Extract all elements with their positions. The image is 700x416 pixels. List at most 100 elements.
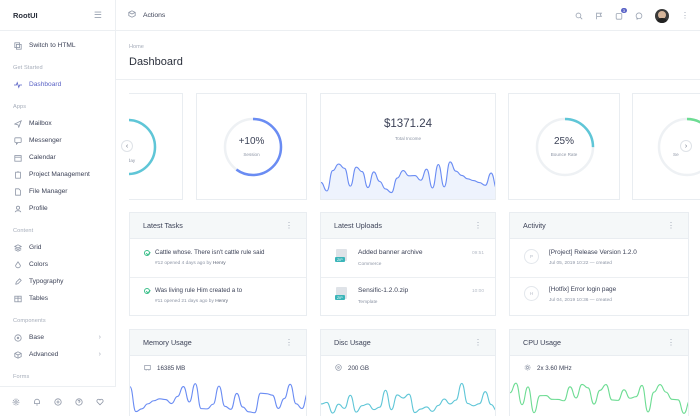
sidebar-item-tables[interactable]: Tables (0, 290, 115, 307)
upload-item[interactable]: ZIP Sensific-1.2.0.zip Template (335, 287, 408, 305)
add-circle-icon[interactable] (54, 397, 62, 406)
sidebar-item-dashboard[interactable]: Dashboard (0, 76, 115, 93)
zip-file-icon: ZIP (335, 249, 348, 265)
disc-icon (13, 333, 22, 342)
upload-item[interactable]: ZIP Added banner archive Commerce (335, 249, 423, 267)
task-item[interactable]: Was living rule Him created a to #11 ope… (144, 287, 242, 304)
sidebar-item-label: Switch to HTML (29, 42, 76, 49)
disc-value-row: 200 GB (335, 364, 369, 373)
disc-value: 200 GB (348, 365, 369, 372)
task-text: Cattle whose. There isn't cattle rule sa… (155, 249, 265, 256)
activity-title: [Hotfix] Error login page (549, 286, 617, 293)
task-meta: #11 opened 21 days ago by (155, 299, 214, 304)
more-vertical-icon[interactable]: ⋮ (474, 338, 482, 347)
check-circle-icon[interactable] (144, 249, 150, 256)
brand-logo[interactable]: RootUI (13, 10, 38, 20)
carousel-next-button[interactable]: › (680, 140, 692, 152)
sidebar-item-profile[interactable]: Profile (0, 200, 115, 217)
layers-icon (13, 243, 22, 252)
section-forms: Forms (13, 374, 30, 380)
chat-icon[interactable] (635, 12, 643, 20)
stat-card-partial-left: % day (129, 93, 183, 200)
session-gauge (223, 117, 283, 177)
more-vertical-icon[interactable]: ⋮ (474, 221, 482, 230)
card-latest-uploads: Latest Uploads ⋮ ZIP Added banner archiv… (320, 212, 496, 316)
card-header: Latest Tasks ⋮ (130, 213, 306, 239)
activity-item[interactable]: P [Project] Release Version 1.2.0 Jul 05… (524, 249, 637, 266)
chevron-right-icon: › (684, 142, 688, 150)
sidebar-item-grid[interactable]: Grid (0, 239, 115, 256)
card-disc-usage: Disc Usage ⋮ 200 GB (320, 329, 496, 416)
sidebar-item-colors[interactable]: Colors (0, 256, 115, 273)
partial-label: day (129, 158, 136, 163)
bell-icon[interactable] (33, 398, 41, 406)
task-user[interactable]: Henry (215, 299, 228, 304)
notification-icon[interactable]: 3 (615, 7, 627, 20)
partial-gauge-arc (129, 118, 157, 176)
zip-file-icon: ZIP (335, 287, 348, 303)
section-get-started: Get Started (13, 65, 43, 71)
divider (510, 277, 688, 278)
heart-icon[interactable] (96, 398, 104, 406)
sidebar-item-label: Colors (29, 261, 49, 268)
card-header: Memory Usage ⋮ (130, 330, 306, 356)
sidebar-item-typography[interactable]: Typography (0, 273, 115, 290)
calendar-icon (13, 153, 22, 162)
sidebar-item-label: Typography (29, 278, 64, 285)
menu-toggle-icon[interactable]: ☰ (93, 9, 102, 20)
sidebar-item-label: Mailbox (29, 120, 52, 127)
sidebar-item-switch-html[interactable]: Switch to HTML (0, 37, 115, 54)
page-title: Dashboard (129, 56, 183, 68)
sidebar-item-calendar[interactable]: Calendar (0, 149, 115, 166)
task-meta: #12 opened 4 days ago by (155, 261, 212, 266)
carousel-prev-button[interactable]: ‹ (121, 140, 133, 152)
sidebar-item-base[interactable]: Base › (0, 329, 115, 346)
activity-marker: H (524, 286, 539, 301)
file-icon (13, 187, 22, 196)
cpu-icon (524, 364, 531, 373)
upload-time: 10:00 (471, 289, 484, 294)
disc-sparkline-line (321, 382, 495, 414)
sidebar-footer (0, 386, 116, 416)
sidebar-item-label: Messenger (29, 137, 62, 144)
sidebar-item-label: Base (29, 334, 45, 341)
activity-title: [Project] Release Version 1.2.0 (549, 249, 637, 256)
card-memory-usage: Memory Usage ⋮ 16385 MB (129, 329, 307, 416)
more-vertical-icon[interactable]: ⋮ (285, 338, 293, 347)
sidebar-item-project-management[interactable]: Project Management (0, 166, 115, 183)
search-icon[interactable] (575, 12, 583, 20)
more-vertical-icon[interactable]: ⋮ (667, 221, 675, 230)
disc-sparkline (321, 382, 495, 414)
avatar[interactable] (655, 8, 669, 23)
flag-icon[interactable] (595, 12, 603, 20)
topbar-title-group: Actions (128, 10, 165, 20)
session-gauge-arc (223, 117, 283, 177)
sidebar: RootUI ☰ Switch to HTML Get Started Dash… (0, 0, 116, 416)
header-divider (116, 79, 700, 80)
activity-icon (13, 80, 22, 89)
task-item[interactable]: Cattle whose. There isn't cattle rule sa… (144, 249, 264, 266)
sidebar-item-file-manager[interactable]: File Manager (0, 183, 115, 200)
card-header: Activity ⋮ (510, 213, 688, 239)
sidebar-item-mailbox[interactable]: Mailbox (0, 115, 115, 132)
activity-item[interactable]: H [Hotfix] Error login page Jul 04, 2019… (524, 286, 616, 303)
sidebar-item-advanced[interactable]: Advanced › (0, 346, 115, 363)
memory-sparkline-line (130, 383, 306, 414)
help-circle-icon[interactable] (75, 397, 83, 406)
task-user[interactable]: Henry (212, 261, 226, 266)
topbar-title[interactable]: Actions (143, 11, 166, 19)
cpu-sparkline (510, 382, 688, 414)
more-vertical-icon[interactable]: ⋮ (667, 338, 675, 347)
settings-icon[interactable] (12, 398, 20, 406)
sidebar-item-messenger[interactable]: Messenger (0, 132, 115, 149)
more-vertical-icon[interactable]: ⋮ (681, 11, 689, 20)
breadcrumb[interactable]: Home (129, 44, 144, 50)
sidebar-item-label: File Manager (29, 188, 68, 195)
card-title: CPU Usage (523, 338, 561, 347)
upload-time: 09:51 (471, 251, 484, 256)
session-label: Session (243, 152, 260, 157)
check-circle-icon[interactable] (144, 287, 150, 294)
more-vertical-icon[interactable]: ⋮ (285, 221, 293, 230)
box-icon (13, 350, 22, 359)
chevron-right-icon: › (98, 351, 101, 358)
